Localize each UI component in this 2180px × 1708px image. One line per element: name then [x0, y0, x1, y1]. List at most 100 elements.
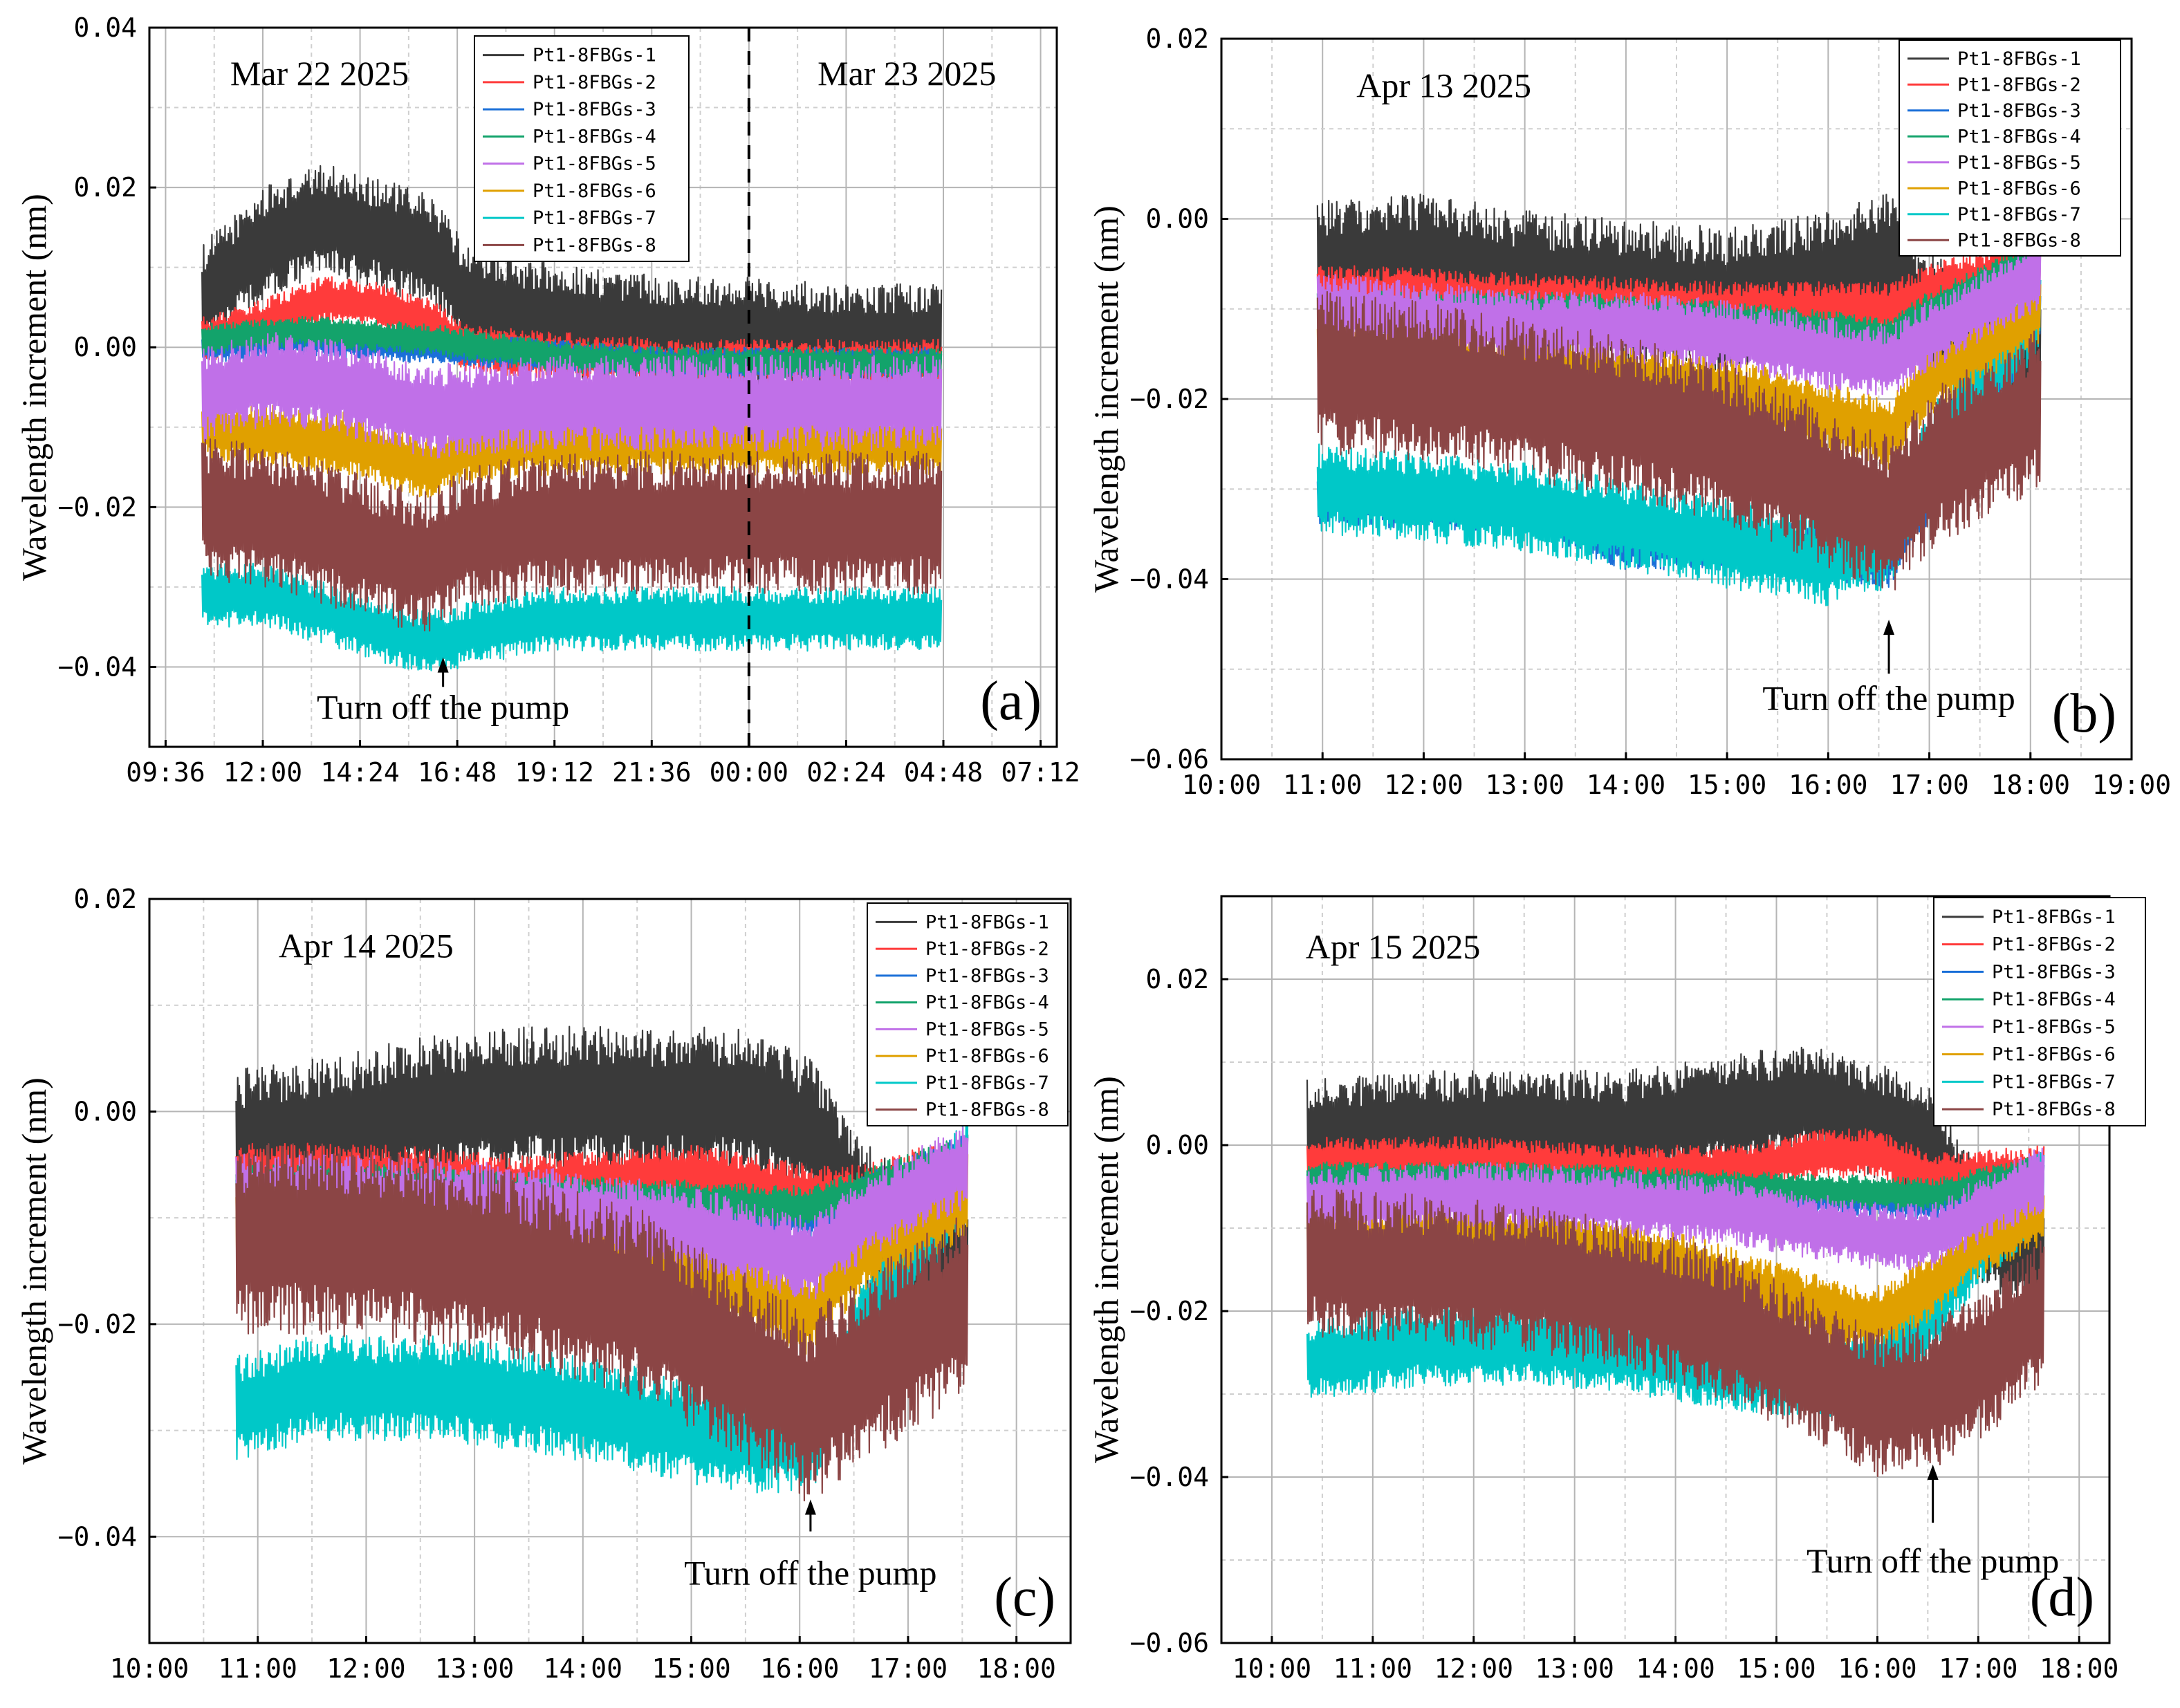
legend-label: Pt1-8FBGs-3	[533, 99, 656, 120]
series-group	[235, 1025, 969, 1502]
y-tick-label: −0.02	[1130, 1296, 1209, 1326]
y-tick-label: −0.04	[1130, 1462, 1209, 1492]
x-tick-label: 17:00	[869, 1653, 948, 1684]
series-group	[1316, 193, 2042, 606]
date-label: Mar 23 2025	[818, 54, 996, 93]
legend-label: Pt1-8FBGs-8	[925, 1099, 1049, 1121]
y-tick-label: 0.02	[73, 884, 137, 914]
annotation-arrow-head	[437, 657, 449, 673]
y-tick-label: −0.04	[1130, 564, 1209, 595]
y-tick-label: −0.04	[58, 651, 137, 682]
legend: Pt1-8FBGs-1 Pt1-8FBGs-2 Pt1-8FBGs-3 Pt1-8FB…	[867, 902, 1069, 1126]
x-tick-label: 13:00	[1485, 770, 1564, 800]
series-line-pt1-8fbgs-5	[235, 1126, 969, 1300]
legend-label: Pt1-8FBGs-4	[533, 126, 656, 147]
panel-label: (d)	[2030, 1567, 2094, 1628]
legend-box	[1899, 39, 2121, 257]
x-tick-label: 10:00	[110, 1653, 189, 1684]
series-group	[201, 165, 943, 671]
panel-b: 10:00 11:00 12:00 13:00 14:00 15:00 16:00 17:00…	[1087, 24, 2171, 800]
y-tick-label: −0.06	[1130, 1628, 1209, 1658]
x-tick-label: 15:00	[652, 1653, 730, 1684]
series-line-pt1-8fbgs-8	[235, 1143, 969, 1502]
plot-frame	[148, 898, 1072, 1644]
legend-label: Pt1-8FBGs-1	[925, 911, 1049, 933]
legend-label: Pt1-8FBGs-2	[925, 938, 1049, 960]
series-line-pt1-8fbgs-2	[201, 276, 943, 388]
x-tick-label: 10:00	[1232, 1653, 1311, 1684]
legend-label: Pt1-8FBGs-2	[1992, 934, 2116, 956]
annotation-text: Turn off the pump	[1807, 1541, 2059, 1580]
y-tick-label: −0.02	[58, 1309, 137, 1339]
y-tick-label: 0.02	[1145, 964, 1209, 994]
annotation-text: Turn off the pump	[1762, 678, 2015, 717]
series-line-pt1-8fbgs-2	[1306, 1128, 2045, 1202]
x-tick-label: 11:00	[1283, 770, 1362, 800]
legend-label: Pt1-8FBGs-3	[1992, 961, 2116, 983]
x-tick-label: 14:24	[320, 757, 399, 788]
date-label: Mar 22 2025	[230, 54, 409, 93]
date-label: Apr 14 2025	[279, 927, 454, 965]
series-line-pt1-8fbgs-8	[1316, 290, 2042, 591]
series-line-pt1-8fbgs-1	[1316, 193, 2042, 426]
legend-label: Pt1-8FBGs-2	[533, 72, 656, 93]
x-tick-label: 15:00	[1688, 770, 1766, 800]
x-tick-label: 16:00	[760, 1653, 839, 1684]
x-tick-label: 11:00	[219, 1653, 297, 1684]
series-line-pt1-8fbgs-8	[1306, 1189, 2045, 1477]
x-tick-label: 11:00	[1333, 1653, 1412, 1684]
legend-label: Pt1-8FBGs-2	[1957, 74, 2081, 95]
legend: Pt1-8FBGs-1 Pt1-8FBGs-2 Pt1-8FBGs-3 Pt1-8FB…	[1933, 897, 2146, 1126]
panel-a: 09:36 12:00 14:24 16:48 19:12 21:36 00:00 02:24…	[15, 12, 1080, 788]
plot-frame	[1220, 895, 2111, 1644]
series-line-pt1-8fbgs-2	[235, 1134, 969, 1228]
x-tick-label: 17:00	[1939, 1653, 2017, 1684]
legend-label: Pt1-8FBGs-5	[1992, 1017, 2116, 1038]
legend-label: Pt1-8FBGs-7	[925, 1073, 1049, 1094]
series-line-pt1-8fbgs-2	[1316, 240, 2042, 337]
series-line-pt1-8fbgs-7	[201, 562, 943, 671]
x-tick-label: 16:00	[1838, 1653, 1916, 1684]
legend-label: Pt1-8FBGs-6	[925, 1046, 1049, 1067]
legend-label: Pt1-8FBGs-4	[925, 992, 1049, 1014]
legend-label: Pt1-8FBGs-1	[533, 45, 656, 66]
legend-label: Pt1-8FBGs-5	[925, 1019, 1049, 1040]
y-tick-label: −0.02	[1130, 384, 1209, 414]
panel-label: (b)	[2052, 683, 2116, 744]
legend-box	[474, 35, 690, 262]
series-line-pt1-8fbgs-1	[1306, 1046, 2045, 1314]
y-tick-label: −0.04	[58, 1521, 137, 1552]
annotation-arrow-head	[804, 1499, 816, 1515]
x-tick-label: 21:36	[612, 757, 691, 788]
x-tick-label: 19:00	[2092, 770, 2171, 800]
y-tick-label: 0.02	[73, 172, 137, 203]
series-line-pt1-8fbgs-1	[201, 165, 943, 396]
x-tick-label: 17:00	[1890, 770, 1968, 800]
series-line-pt1-8fbgs-1	[235, 1025, 969, 1350]
y-tick-label: −0.06	[1130, 744, 1209, 774]
legend-label: Pt1-8FBGs-3	[925, 965, 1049, 987]
series-line-pt1-8fbgs-4	[201, 315, 943, 380]
series-line-pt1-8fbgs-5	[1316, 239, 2042, 396]
date-label: Apr 13 2025	[1356, 66, 1531, 105]
x-tick-label: 09:36	[126, 757, 205, 788]
x-tick-label: 18:00	[977, 1653, 1055, 1684]
legend-label: Pt1-8FBGs-5	[1957, 152, 2081, 174]
legend-label: Pt1-8FBGs-4	[1992, 989, 2116, 1010]
y-tick-label: 0.02	[1145, 24, 1209, 54]
x-tick-label: 12:00	[1384, 770, 1463, 800]
annotation-text: Turn off the pump	[684, 1553, 936, 1592]
x-tick-label: 19:12	[515, 757, 594, 788]
legend-label: Pt1-8FBGs-8	[533, 234, 656, 256]
x-tick-label: 07:12	[1001, 757, 1080, 788]
x-tick-label: 14:00	[544, 1653, 622, 1684]
annotation-arrow-head	[1927, 1465, 1939, 1480]
date-label: Apr 15 2025	[1306, 927, 1481, 966]
legend: Pt1-8FBGs-1 Pt1-8FBGs-2 Pt1-8FBGs-3 Pt1-8FB…	[1899, 39, 2121, 257]
legend: Pt1-8FBGs-1 Pt1-8FBGs-2 Pt1-8FBGs-3 Pt1-8FB…	[474, 35, 690, 262]
x-tick-label: 12:00	[223, 757, 302, 788]
panel-d: 10:00 11:00 12:00 13:00 14:00 15:00 16:00 17:00…	[1087, 895, 2146, 1684]
legend-box	[867, 902, 1069, 1126]
legend-label: Pt1-8FBGs-7	[1992, 1071, 2116, 1093]
